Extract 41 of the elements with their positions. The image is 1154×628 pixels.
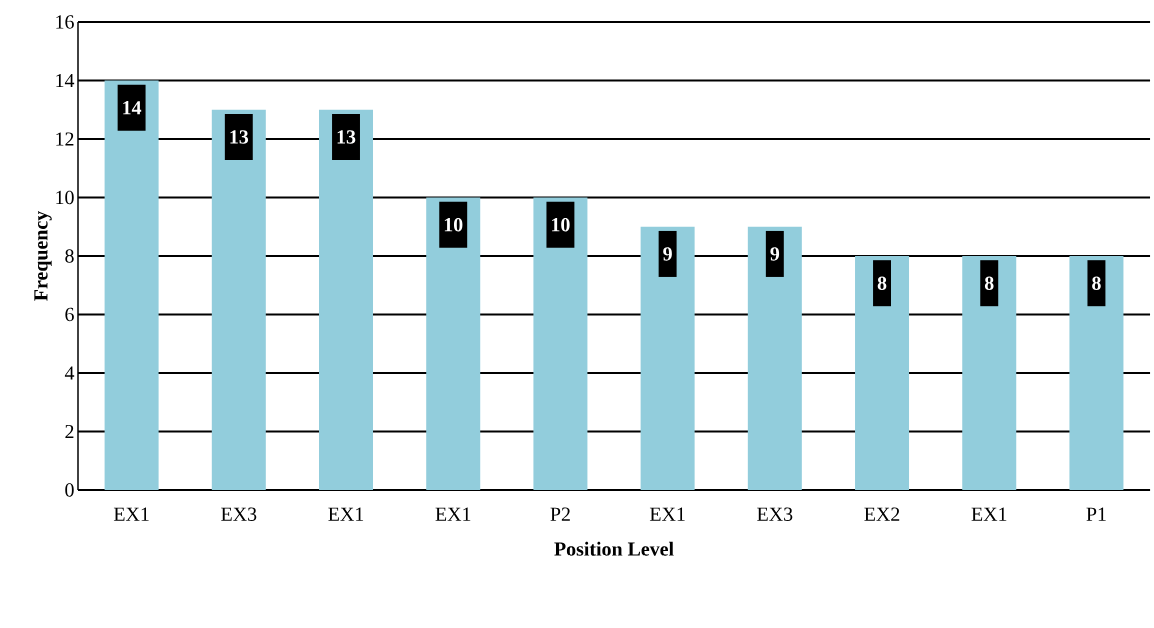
data-label: 13 bbox=[337, 130, 356, 144]
x-axis-title: Position Level bbox=[554, 541, 674, 556]
bar bbox=[426, 197, 481, 490]
data-label: 8 bbox=[1092, 276, 1101, 290]
y-axis-title: Frequency bbox=[34, 210, 52, 301]
y-tick-label: 0 bbox=[65, 483, 74, 497]
x-tick-label: EX1 bbox=[113, 507, 149, 521]
y-tick-label: 10 bbox=[56, 190, 74, 205]
data-label: 8 bbox=[877, 276, 887, 290]
x-tick-label: P1 bbox=[1086, 507, 1106, 521]
y-tick-label: 14 bbox=[56, 73, 75, 88]
x-tick-label: P2 bbox=[550, 507, 570, 521]
bar bbox=[962, 256, 1017, 490]
data-label: 10 bbox=[552, 217, 570, 232]
bar bbox=[104, 80, 159, 490]
y-tick-label: 6 bbox=[65, 307, 74, 322]
data-label: 8 bbox=[984, 276, 994, 290]
data-label: 9 bbox=[663, 247, 672, 261]
x-tick-label: EX1 bbox=[328, 507, 364, 521]
x-tick-label: EX2 bbox=[864, 507, 900, 521]
bar bbox=[533, 197, 588, 490]
bar bbox=[640, 226, 695, 490]
y-tick-label: 12 bbox=[56, 132, 74, 146]
data-label: 14 bbox=[123, 101, 142, 115]
y-tick-label: 8 bbox=[65, 249, 74, 263]
bar bbox=[747, 226, 802, 490]
x-tick-label: EX3 bbox=[221, 507, 257, 521]
y-tick-label: 2 bbox=[65, 424, 74, 439]
bar bbox=[1069, 256, 1124, 490]
y-tick-label: 16 bbox=[56, 15, 74, 29]
data-label: 10 bbox=[444, 217, 463, 232]
x-tick-label: EX3 bbox=[757, 507, 793, 521]
data-label: 9 bbox=[770, 247, 780, 261]
bar bbox=[855, 256, 910, 490]
x-tick-label: EX1 bbox=[649, 507, 685, 521]
x-tick-label: EX1 bbox=[435, 507, 471, 521]
bar bbox=[211, 109, 266, 490]
data-label: 13 bbox=[230, 130, 249, 144]
bar bbox=[319, 109, 374, 490]
x-tick-label: EX1 bbox=[971, 507, 1007, 521]
y-tick-label: 4 bbox=[64, 366, 75, 380]
